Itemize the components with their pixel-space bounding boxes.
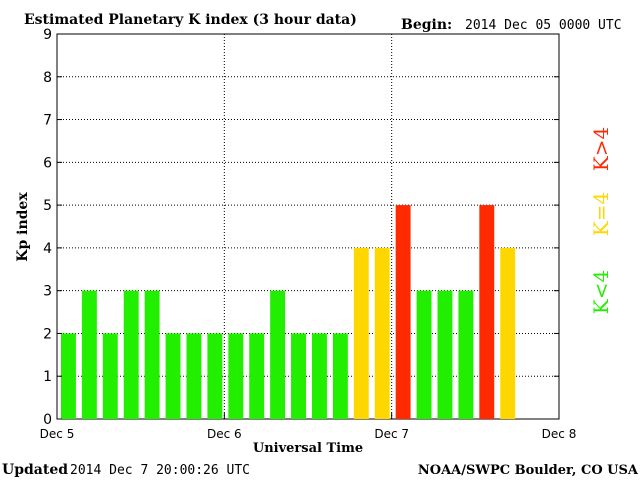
bars — [61, 205, 516, 419]
kp-bar — [270, 290, 286, 419]
kp-bar — [291, 333, 306, 419]
begin-value: 2014 Dec 05 0000 UTC — [465, 18, 622, 33]
kp-bar — [374, 247, 390, 419]
x-tick-label: Dec 7 — [374, 427, 409, 441]
x-tick-label: Dec 5 — [40, 427, 75, 441]
y-tick-label: 9 — [43, 27, 52, 43]
kp-bar — [144, 290, 160, 419]
chart-title: Estimated Planetary K index (3 hour data… — [24, 12, 357, 28]
updated-label: Updated — [2, 462, 68, 478]
kp-bar — [458, 290, 474, 419]
y-tick-label: 7 — [43, 113, 52, 129]
kp-bar — [123, 290, 139, 419]
x-tick-label: Dec 8 — [542, 427, 577, 441]
grid — [57, 33, 559, 419]
kp-bar — [228, 333, 244, 419]
legend-mid: K=4 — [589, 192, 613, 236]
y-ticks: 0 1 2 3 4 5 6 7 8 9 — [43, 27, 559, 428]
legend-low: K<4 — [589, 270, 613, 314]
kp-bar — [249, 333, 265, 419]
kp-bar — [81, 290, 97, 419]
kp-bar — [395, 205, 411, 419]
kp-bar — [102, 333, 118, 419]
begin-label: Begin: — [401, 17, 452, 33]
kp-bar — [500, 247, 516, 419]
plot-area — [56, 33, 560, 420]
y-tick-label: 5 — [43, 198, 52, 214]
kp-bar — [207, 333, 223, 419]
kp-bar — [416, 290, 432, 419]
y-tick-label: 2 — [43, 326, 52, 342]
x-ticks: Dec 5 Dec 6 Dec 7 Dec 8 — [40, 413, 577, 441]
updated-value: 2014 Dec 7 20:00:26 UTC — [70, 463, 250, 478]
legend-high: K>4 — [589, 127, 613, 171]
kp-bar — [437, 290, 453, 419]
kp-bar — [312, 333, 327, 419]
y-axis-label: Kp index — [15, 192, 31, 262]
y-tick-label: 4 — [43, 241, 52, 257]
x-tick-label: Dec 6 — [207, 427, 242, 441]
y-tick-label: 8 — [43, 70, 52, 86]
y-tick-label: 1 — [43, 369, 52, 385]
x-axis-label: Universal Time — [253, 441, 363, 456]
kp-bar — [353, 247, 369, 419]
kp-bar — [332, 333, 348, 419]
y-tick-label: 3 — [43, 284, 52, 300]
y-tick-label: 0 — [43, 412, 52, 428]
kp-bar — [165, 333, 181, 419]
credit-text: NOAA/SWPC Boulder, CO USA — [418, 463, 639, 478]
kp-bar — [61, 333, 76, 419]
kp-bar — [186, 333, 202, 419]
y-tick-label: 6 — [43, 155, 52, 171]
kp-bar — [479, 205, 495, 419]
